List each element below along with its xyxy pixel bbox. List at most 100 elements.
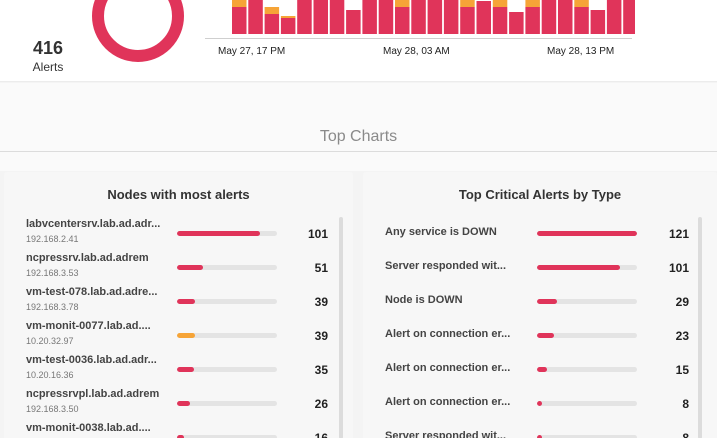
- timeline-bar[interactable]: [574, 0, 589, 34]
- timeline-bar-critical: [411, 0, 426, 34]
- list-row[interactable]: Node is DOWN 29: [363, 285, 717, 319]
- timeline-bar-critical: [264, 14, 280, 34]
- timeline-bar[interactable]: [590, 10, 606, 34]
- row-count: 39: [314, 329, 328, 343]
- row-name[interactable]: Alert on connection er...: [385, 396, 511, 408]
- timeline-bar[interactable]: [378, 0, 394, 34]
- list-row[interactable]: Server responded wit... 101: [363, 251, 717, 285]
- row-count: 51: [314, 261, 328, 275]
- timeline-bar[interactable]: [297, 0, 312, 34]
- timeline-bar[interactable]: [492, 0, 508, 34]
- row-name[interactable]: labvcentersrv.lab.ad.adr...: [26, 218, 161, 230]
- row-name[interactable]: Node is DOWN: [385, 294, 463, 306]
- timeline-bar-critical: [590, 10, 606, 34]
- timeline-bar[interactable]: [443, 0, 459, 34]
- row-name[interactable]: Server responded wit...: [385, 260, 507, 272]
- timeline-bar-critical: [443, 0, 459, 34]
- timeline-tick-label: May 27, 17 PM: [218, 46, 286, 57]
- row-name[interactable]: vm-monit-0077.lab.ad....: [26, 320, 151, 332]
- timeline-bar[interactable]: [509, 12, 524, 34]
- row-progress-fill: [177, 299, 196, 304]
- row-progress-fill: [537, 231, 637, 236]
- row-count: 8: [682, 397, 689, 411]
- row-ip-address: 10.20.16.36: [26, 370, 74, 380]
- row-name[interactable]: vm-monit-0038.lab.ad....: [26, 422, 151, 434]
- timeline-bar[interactable]: [558, 0, 573, 34]
- row-name[interactable]: Any service is DOWN: [385, 226, 497, 238]
- timeline-bar[interactable]: [411, 0, 426, 34]
- list-row[interactable]: Alert on connection er... 15: [363, 353, 717, 387]
- timeline-bar-critical: [280, 18, 296, 34]
- list-row[interactable]: vm-monit-0038.lab.ad.... 16: [4, 421, 353, 438]
- timeline-bar[interactable]: [313, 0, 329, 34]
- scrollbar[interactable]: [339, 217, 343, 438]
- list-row[interactable]: vm-test-0036.lab.ad.adr... 10.20.16.36 35: [4, 353, 353, 387]
- timeline-bar-critical: [329, 0, 345, 34]
- nodes-most-alerts-panel: Nodes with most alerts labvcentersrv.lab…: [4, 172, 353, 438]
- row-ip-address: 192.168.2.41: [26, 234, 79, 244]
- timeline-bar[interactable]: [362, 0, 377, 34]
- row-ip-address: 10.20.32.97: [26, 336, 74, 346]
- row-count: 8: [682, 431, 689, 438]
- row-progress-fill: [177, 265, 203, 270]
- timeline-bar[interactable]: [232, 0, 247, 34]
- list-row[interactable]: vm-test-078.lab.ad.adre... 192.168.3.78 39: [4, 285, 353, 319]
- row-name[interactable]: Alert on connection er...: [385, 362, 511, 374]
- timeline-bar[interactable]: [460, 0, 475, 34]
- row-progress-track: [177, 231, 277, 236]
- timeline-x-axis: [205, 38, 632, 39]
- timeline-bar-critical: [232, 7, 247, 34]
- timeline-bar-critical: [606, 0, 622, 34]
- list-row[interactable]: Alert on connection er... 23: [363, 319, 717, 353]
- timeline-bar[interactable]: [541, 0, 557, 34]
- list-row[interactable]: vm-monit-0077.lab.ad.... 10.20.32.97 39: [4, 319, 353, 353]
- row-name[interactable]: Alert on connection er...: [385, 328, 511, 340]
- alert-count: 416: [32, 38, 64, 58]
- row-count: 101: [668, 261, 689, 275]
- alerts-timeline-chart[interactable]: [205, 0, 635, 40]
- row-name[interactable]: Server responded wit...: [385, 430, 507, 438]
- list-row[interactable]: Server responded wit... 8: [363, 421, 717, 438]
- row-name[interactable]: vm-test-0036.lab.ad.adr...: [26, 354, 157, 366]
- row-progress-track: [177, 435, 277, 438]
- row-progress-track: [537, 333, 637, 338]
- timeline-bar[interactable]: [623, 0, 635, 34]
- timeline-bar-critical: [623, 0, 635, 34]
- row-progress-track: [537, 299, 637, 304]
- row-progress-track: [177, 367, 277, 372]
- section-title: Top Charts: [319, 128, 398, 145]
- row-progress-fill: [177, 333, 196, 338]
- row-progress-track: [177, 299, 277, 304]
- row-name[interactable]: ncpressrvpl.lab.ad.adrem: [26, 388, 160, 400]
- timeline-bar-warning: [525, 0, 540, 7]
- timeline-bar[interactable]: [280, 16, 296, 34]
- timeline-bar-critical: [313, 0, 328, 34]
- list-row[interactable]: ncpressrv.lab.ad.adrem 192.168.3.53 51: [4, 251, 353, 285]
- timeline-bar[interactable]: [329, 0, 345, 34]
- timeline-bar-critical: [378, 0, 394, 34]
- timeline-bar-critical: [362, 0, 377, 34]
- list-row[interactable]: Alert on connection er... 8: [363, 387, 717, 421]
- timeline-bar-warning: [280, 16, 296, 18]
- scrollbar[interactable]: [698, 217, 702, 438]
- timeline-bar[interactable]: [476, 1, 492, 34]
- row-count: 101: [307, 227, 328, 241]
- timeline-bar[interactable]: [264, 7, 280, 34]
- row-name[interactable]: vm-test-078.lab.ad.adre...: [26, 286, 158, 298]
- list-row[interactable]: ncpressrvpl.lab.ad.adrem 192.168.3.50 26: [4, 387, 353, 421]
- row-progress-fill: [177, 401, 191, 406]
- timeline-bar[interactable]: [525, 0, 540, 34]
- timeline-bar[interactable]: [248, 0, 263, 34]
- timeline-bar[interactable]: [395, 0, 410, 34]
- row-name[interactable]: ncpressrv.lab.ad.adrem: [26, 252, 149, 264]
- row-progress-fill: [177, 367, 194, 372]
- row-progress-track: [177, 333, 277, 338]
- list-row[interactable]: labvcentersrv.lab.ad.adr... 192.168.2.41 1…: [4, 217, 353, 251]
- alerts-donut-chart[interactable]: [90, 0, 186, 64]
- timeline-bar[interactable]: [427, 0, 443, 34]
- timeline-bar-warning: [395, 0, 410, 7]
- timeline-bar-critical: [509, 12, 524, 34]
- timeline-bar[interactable]: [346, 10, 361, 34]
- list-row[interactable]: Any service is DOWN 121: [363, 217, 717, 251]
- timeline-bar[interactable]: [606, 0, 622, 34]
